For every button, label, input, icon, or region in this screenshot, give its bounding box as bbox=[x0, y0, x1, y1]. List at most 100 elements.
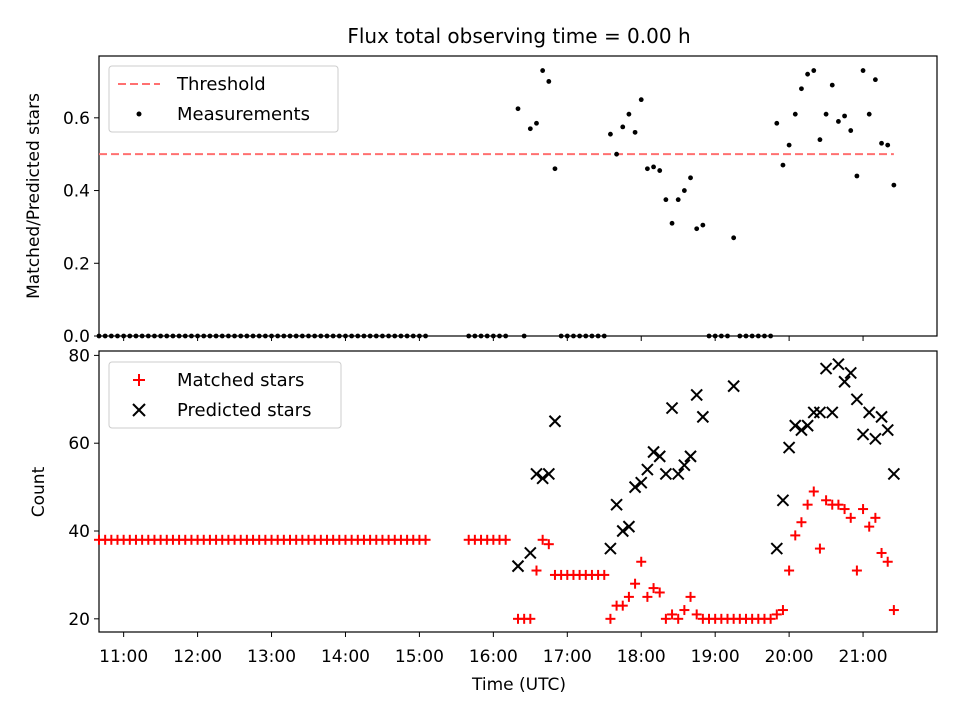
top-y-tick-label: 0.6 bbox=[63, 109, 90, 129]
predicted-star-point bbox=[604, 542, 617, 555]
measurement-point bbox=[780, 162, 786, 168]
x-tick-label: 17:00 bbox=[543, 647, 592, 667]
predicted-star-point bbox=[665, 401, 679, 415]
predicted-star-point bbox=[647, 445, 660, 459]
predicted-star-point bbox=[628, 480, 642, 494]
measurement-point bbox=[805, 71, 811, 77]
matched-star-point bbox=[679, 605, 690, 616]
measurement-point bbox=[879, 140, 884, 146]
measurement-point bbox=[540, 68, 546, 73]
measurement-point bbox=[164, 333, 170, 339]
matched-star-point bbox=[642, 591, 653, 602]
predicted-star-point bbox=[770, 542, 784, 555]
measurement-point bbox=[534, 120, 539, 126]
measurement-point bbox=[589, 333, 595, 339]
measurement-point bbox=[484, 333, 490, 339]
measurement-point bbox=[170, 333, 176, 339]
measurement-point bbox=[398, 333, 404, 339]
measurement-point bbox=[324, 333, 330, 339]
measurement-point bbox=[367, 333, 373, 339]
bottom-y-axis-label: Count bbox=[29, 466, 49, 517]
matched-star-point bbox=[636, 556, 647, 567]
measurement-point bbox=[595, 333, 601, 339]
predicted-star-point bbox=[659, 467, 673, 481]
measurement-point bbox=[423, 333, 428, 339]
measurement-point bbox=[361, 333, 367, 339]
x-tick-label: 16:00 bbox=[469, 647, 518, 667]
measurement-point bbox=[669, 220, 675, 226]
measurement-point bbox=[213, 333, 219, 339]
measurement-point bbox=[644, 166, 650, 172]
predicted-star-point bbox=[696, 410, 710, 424]
measurement-point bbox=[558, 333, 564, 339]
measurement-point bbox=[108, 333, 114, 339]
matched-star-point bbox=[858, 504, 869, 515]
predicted-star-point bbox=[887, 467, 901, 481]
predicted-star-point bbox=[524, 546, 537, 560]
matched-star-point bbox=[845, 512, 856, 523]
matched-star-point bbox=[765, 613, 776, 624]
measurement-point bbox=[829, 82, 835, 88]
measurement-point bbox=[275, 333, 281, 339]
predicted-star-point bbox=[610, 498, 623, 511]
measurement-point bbox=[792, 111, 798, 117]
measurement-point bbox=[521, 333, 527, 339]
top-legend-box bbox=[108, 65, 339, 133]
matched-star-point bbox=[654, 587, 665, 598]
matched-star-point bbox=[673, 613, 684, 624]
top-y-tick-label: 0.2 bbox=[63, 254, 90, 274]
predicted-star-point bbox=[671, 467, 685, 481]
predicted-legend-swatch bbox=[132, 403, 146, 417]
matched-star-point bbox=[882, 556, 893, 567]
measurement-point bbox=[786, 142, 792, 148]
matched-star-point bbox=[605, 613, 616, 624]
measurement-point bbox=[731, 235, 737, 241]
x-tick-label: 20:00 bbox=[765, 647, 814, 667]
matched-star-point bbox=[784, 565, 795, 576]
measurement-point bbox=[694, 226, 700, 232]
measurement-point bbox=[201, 333, 207, 339]
measurement-point bbox=[848, 128, 854, 133]
x-axis-label: Time (UTC) bbox=[471, 675, 566, 695]
measurement-point bbox=[102, 333, 108, 339]
matched-star-point bbox=[543, 539, 554, 550]
top-y-tick-label: 0.4 bbox=[63, 182, 90, 202]
predicted-star-point bbox=[881, 423, 894, 437]
predicted-legend-label: Predicted stars bbox=[177, 400, 311, 421]
predicted-star-point bbox=[875, 410, 888, 424]
predicted-star-point bbox=[641, 463, 654, 476]
measurement-point bbox=[608, 131, 613, 137]
matched-star-point bbox=[531, 565, 542, 576]
x-tick-label: 19:00 bbox=[691, 647, 740, 667]
measurement-point bbox=[139, 333, 145, 339]
measurement-point bbox=[238, 333, 244, 339]
top-panel-frame bbox=[98, 55, 938, 337]
predicted-star-point bbox=[832, 357, 845, 371]
measurement-point bbox=[355, 333, 361, 339]
measurement-point bbox=[189, 333, 194, 339]
measurement-point bbox=[232, 333, 237, 339]
measurement-point bbox=[614, 151, 619, 157]
measurement-point bbox=[336, 333, 342, 339]
x-tick-label: 12:00 bbox=[173, 647, 222, 667]
measurement-point bbox=[410, 333, 416, 339]
x-tick-label: 21:00 bbox=[839, 647, 888, 667]
predicted-star-point bbox=[727, 379, 740, 393]
predicted-star-point bbox=[530, 467, 543, 481]
matched-star-point bbox=[623, 591, 634, 602]
predicted-star-point bbox=[819, 362, 833, 375]
matched-star-point bbox=[691, 609, 702, 620]
top-legend: Threshold Measurements bbox=[108, 65, 339, 133]
measurement-point bbox=[287, 333, 293, 339]
measurement-point bbox=[620, 124, 626, 130]
matched-star-point bbox=[537, 534, 548, 545]
matched-star-point bbox=[796, 517, 807, 528]
measurements-legend-label: Measurements bbox=[177, 104, 310, 125]
measurement-point bbox=[854, 173, 860, 179]
measurement-point bbox=[225, 333, 231, 339]
measurement-point bbox=[503, 333, 509, 339]
matched-legend-label: Matched stars bbox=[177, 370, 304, 391]
bottom-legend-box bbox=[108, 361, 342, 429]
bottom-legend: Matched stars Predicted stars bbox=[108, 361, 342, 429]
measurement-point bbox=[182, 333, 188, 339]
